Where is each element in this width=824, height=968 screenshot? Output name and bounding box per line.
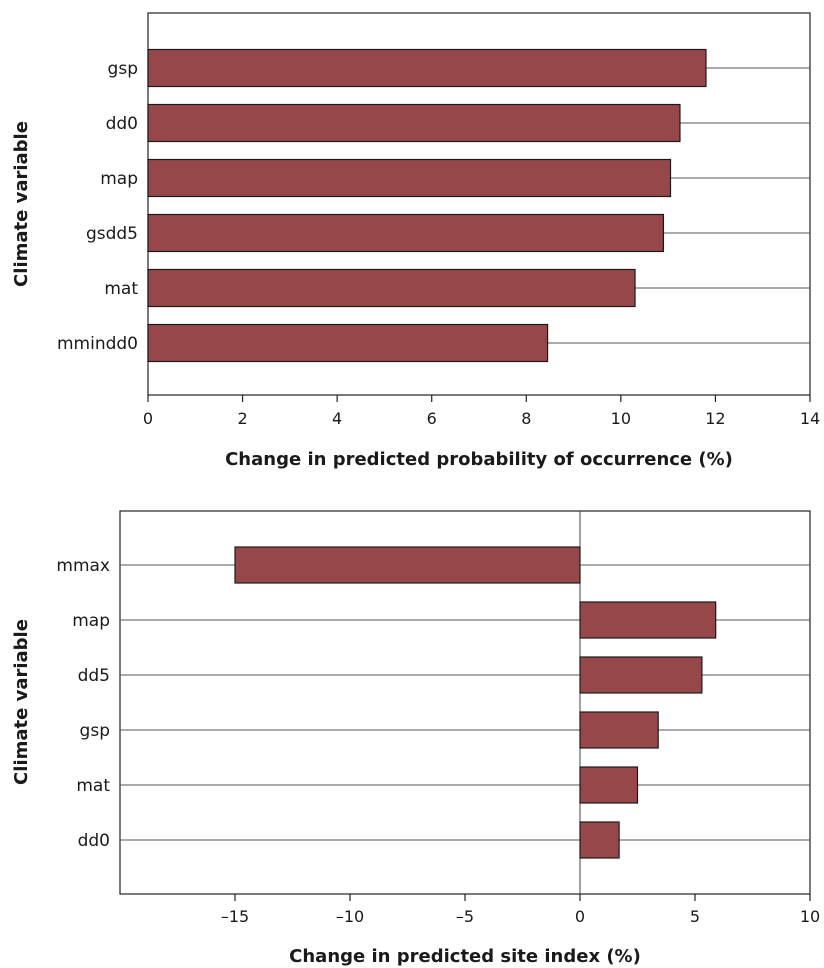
chart2-plot-area: mmax map dd5 gsp mat dd0 –15 –10 –5 0 5 10 <box>56 510 820 926</box>
chart1-bar-mat <box>147 268 636 308</box>
chart1-x-tick-label: 14 <box>800 409 820 428</box>
chart2-category-label: map <box>72 611 110 631</box>
chart1-category-label: gsdd5 <box>86 224 138 244</box>
chart2-bar-mat <box>579 766 639 804</box>
chart2-category-label: dd0 <box>78 831 110 851</box>
chart2-bar-dd5 <box>579 656 703 694</box>
chart2-category-label: mmax <box>56 556 110 576</box>
chart2-x-tick-label: 10 <box>800 907 820 926</box>
chart2-bar-dd0 <box>579 821 620 859</box>
chart2-x-tick-label: 5 <box>690 907 700 926</box>
chart-probability-of-occurrence: gsp dd0 map gsdd5 mat mmindd0 0 2 4 6 8 10 12 14 Chan… <box>11 12 820 470</box>
chart2-x-tick-label: –5 <box>456 907 474 926</box>
chart2-x-axis-title: Change in predicted site index (%) <box>289 946 641 967</box>
chart1-x-axis-title: Change in predicted probability of occur… <box>225 449 733 470</box>
chart1-bar-gsdd5 <box>147 213 665 253</box>
chart2-bar-gsp <box>579 711 659 749</box>
chart2-category-label: dd5 <box>78 666 110 686</box>
chart1-frame <box>147 12 811 396</box>
chart1-x-tick-label: 12 <box>705 409 725 428</box>
chart1-x-tick-label: 6 <box>427 409 437 428</box>
chart2-x-tick-label: 0 <box>575 907 585 926</box>
chart-site-index: mmax map dd5 gsp mat dd0 –15 –10 –5 0 5 10 Change i… <box>11 510 820 967</box>
chart1-category-label: mmindd0 <box>57 334 138 354</box>
chart1-category-label: gsp <box>108 59 138 79</box>
chart1-bar-dd0 <box>147 103 681 143</box>
chart1-x-tick-label: 8 <box>521 409 531 428</box>
chart2-x-tick-label: –15 <box>221 907 249 926</box>
chart1-y-axis-title: Climate variable <box>11 121 32 287</box>
chart1-category-label: dd0 <box>106 114 138 134</box>
chart1-plot-area: gsp dd0 map gsdd5 mat mmindd0 0 2 4 6 8 10 12 14 <box>57 12 820 428</box>
chart2-bar-mmax <box>234 546 581 584</box>
chart1-bar-mmindd0 <box>147 323 549 363</box>
chart1-x-tick-label: 2 <box>237 409 247 428</box>
chart1-x-tick-label: 4 <box>332 409 342 428</box>
chart2-category-label: mat <box>76 776 110 796</box>
chart2-bar-map <box>579 601 717 639</box>
chart1-category-label: mat <box>104 279 138 299</box>
chart1-x-tick-label: 0 <box>143 409 153 428</box>
chart1-x-tick-label: 10 <box>611 409 631 428</box>
chart1-bar-map <box>147 158 672 198</box>
chart1-category-label: map <box>100 169 138 189</box>
chart2-category-label: gsp <box>80 721 110 741</box>
chart1-bar-gsp <box>147 48 707 88</box>
chart2-y-axis-title: Climate variable <box>11 619 32 785</box>
chart2-x-tick-label: –10 <box>336 907 364 926</box>
